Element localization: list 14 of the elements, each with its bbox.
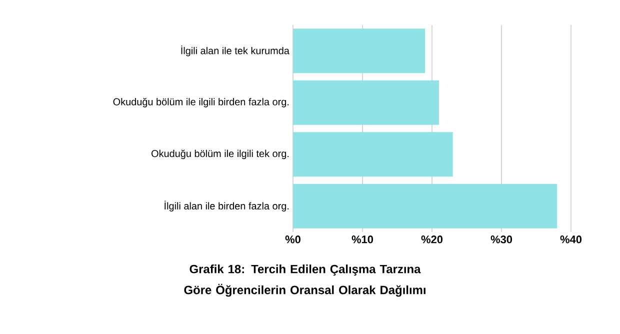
y-tick-label: Okuduğu bölüm ile ilgili tek org. bbox=[152, 150, 289, 160]
bar bbox=[293, 80, 439, 125]
bar bbox=[293, 184, 558, 228]
x-tick-label: %30 bbox=[490, 236, 512, 244]
x-tick-label: %20 bbox=[421, 236, 443, 244]
bar bbox=[293, 28, 426, 74]
bar bbox=[293, 132, 453, 177]
y-tick-label: İlgili alan ile birden fazla org. bbox=[164, 200, 289, 212]
y-tick-label: Okuduğu bölüm ile ilgili birden fazla org. bbox=[113, 98, 289, 108]
x-tick-label: %40 bbox=[560, 236, 582, 244]
x-tick-label: %10 bbox=[352, 236, 374, 244]
text: Grafik 18: Tercih Edilen Çalışma Tarzına Göre Öğrencilerin Oransal Olarak Dağılımı bbox=[184, 264, 426, 297]
x-tick-label: %0 bbox=[285, 236, 300, 244]
y-tick-label: İlgili alan ile tek kurumda bbox=[181, 46, 290, 56]
